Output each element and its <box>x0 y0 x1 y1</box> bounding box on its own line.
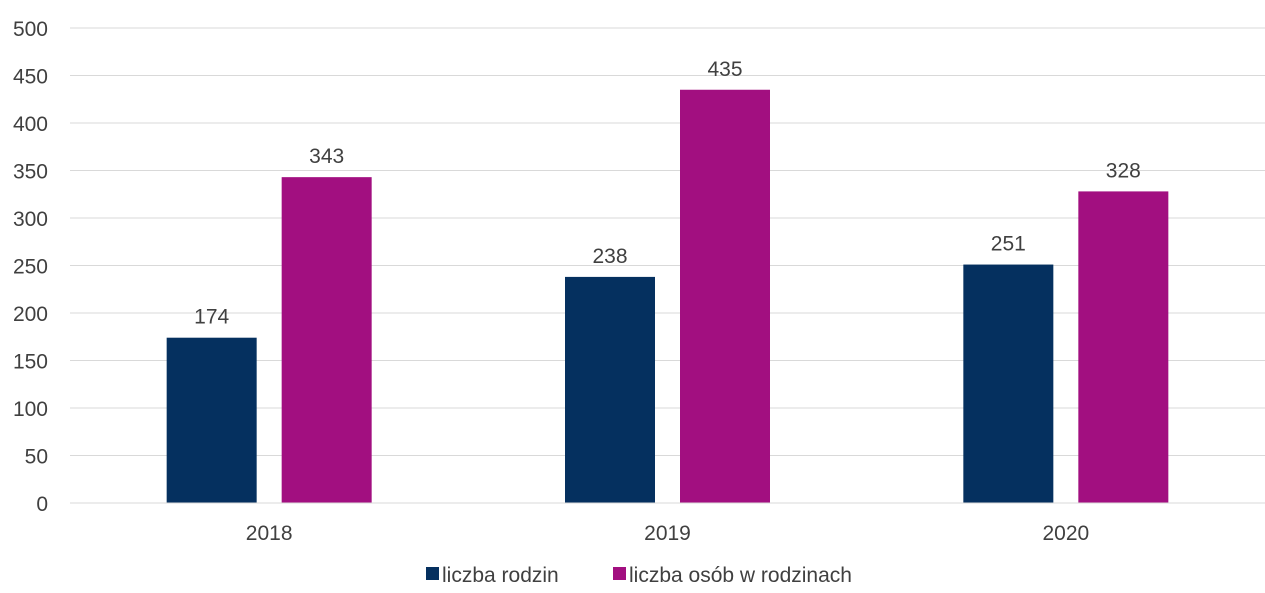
y-tick-label: 400 <box>13 113 48 136</box>
bar-2018-series-1 <box>166 337 257 503</box>
bar-2019-series-2 <box>680 89 770 503</box>
bar-2020-series-2 <box>1078 191 1169 503</box>
y-tick-label: 150 <box>13 351 48 374</box>
data-label-2019-series-1: 238 <box>592 245 627 268</box>
y-tick-label: 50 <box>25 446 48 469</box>
y-tick-label: 450 <box>13 66 48 89</box>
data-label-2018-series-1: 174 <box>194 306 229 329</box>
data-labels: 174 343 238 435 251 328 <box>194 58 1141 329</box>
data-label-2019-series-2: 435 <box>707 58 742 81</box>
x-tick-label: 2018 <box>246 522 293 545</box>
y-tick-label: 350 <box>13 161 48 184</box>
gridlines <box>70 27 1265 504</box>
legend-item-series-1: liczba rodzin <box>426 564 559 587</box>
legend-item-series-2: liczba osób w rodzinach <box>613 564 852 587</box>
y-axis: 0 50 100 150 200 250 300 350 400 450 500 <box>13 18 48 516</box>
bars <box>166 89 1169 503</box>
legend-swatch <box>426 567 439 580</box>
y-tick-label: 300 <box>13 208 48 231</box>
y-tick-label: 250 <box>13 256 48 279</box>
data-label-2020-series-2: 328 <box>1106 159 1141 182</box>
bar-2020-series-1 <box>963 264 1054 503</box>
y-tick-label: 500 <box>13 18 48 41</box>
legend-swatch <box>613 567 626 580</box>
data-label-2020-series-1: 251 <box>991 233 1026 256</box>
y-tick-label: 200 <box>13 303 48 326</box>
x-tick-label: 2020 <box>1042 522 1089 545</box>
x-axis: 2018 2019 2020 <box>70 502 1265 545</box>
bar-2018-series-2 <box>281 177 372 503</box>
legend-label: liczba rodzin <box>442 564 559 587</box>
y-tick-label: 100 <box>13 398 48 421</box>
data-label-2018-series-2: 343 <box>309 145 344 168</box>
bar-2019-series-1 <box>565 276 655 503</box>
legend: liczba rodzin liczba osób w rodzinach <box>426 564 852 587</box>
x-tick-label: 2019 <box>644 522 691 545</box>
legend-label: liczba osób w rodzinach <box>629 564 852 587</box>
y-tick-label: 0 <box>36 493 48 516</box>
